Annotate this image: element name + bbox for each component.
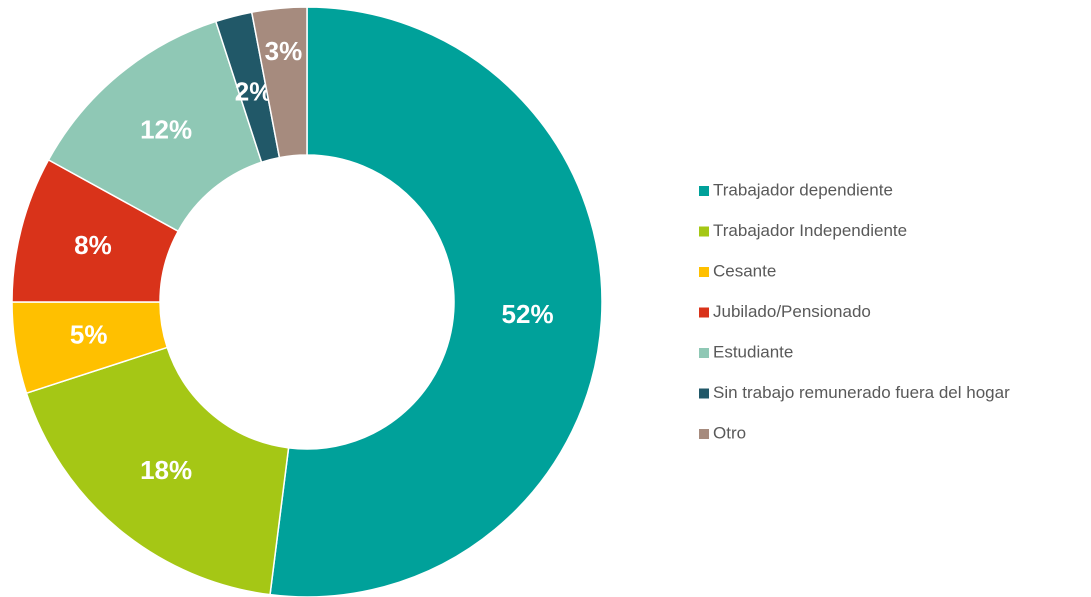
legend-swatch (699, 226, 709, 237)
legend-label: Sin trabajo remunerado fuera del hogar (713, 383, 1010, 402)
legend-swatch (699, 348, 709, 358)
data-label: 5% (70, 319, 108, 349)
legend-label: Jubilado/Pensionado (713, 302, 871, 321)
slice (250, 6, 308, 159)
slice (269, 6, 603, 597)
legend-swatch (699, 307, 709, 318)
legend-label: Otro (713, 423, 746, 442)
data-label: 18% (140, 455, 192, 485)
legend-swatch (699, 429, 709, 439)
slice (25, 346, 290, 596)
legend-swatch (699, 267, 709, 277)
legend-label: Cesante (713, 261, 776, 280)
legend-swatch (699, 186, 709, 196)
data-label: 52% (502, 299, 554, 329)
data-label: 8% (74, 230, 112, 260)
legend-label: Trabajador dependiente (713, 180, 893, 199)
slice (47, 20, 263, 233)
legend-label: Trabajador Independiente (713, 221, 907, 240)
legend-label: Estudiante (713, 342, 793, 361)
data-label: 3% (265, 36, 303, 66)
data-label: 12% (140, 115, 192, 145)
legend-swatch (699, 388, 709, 399)
